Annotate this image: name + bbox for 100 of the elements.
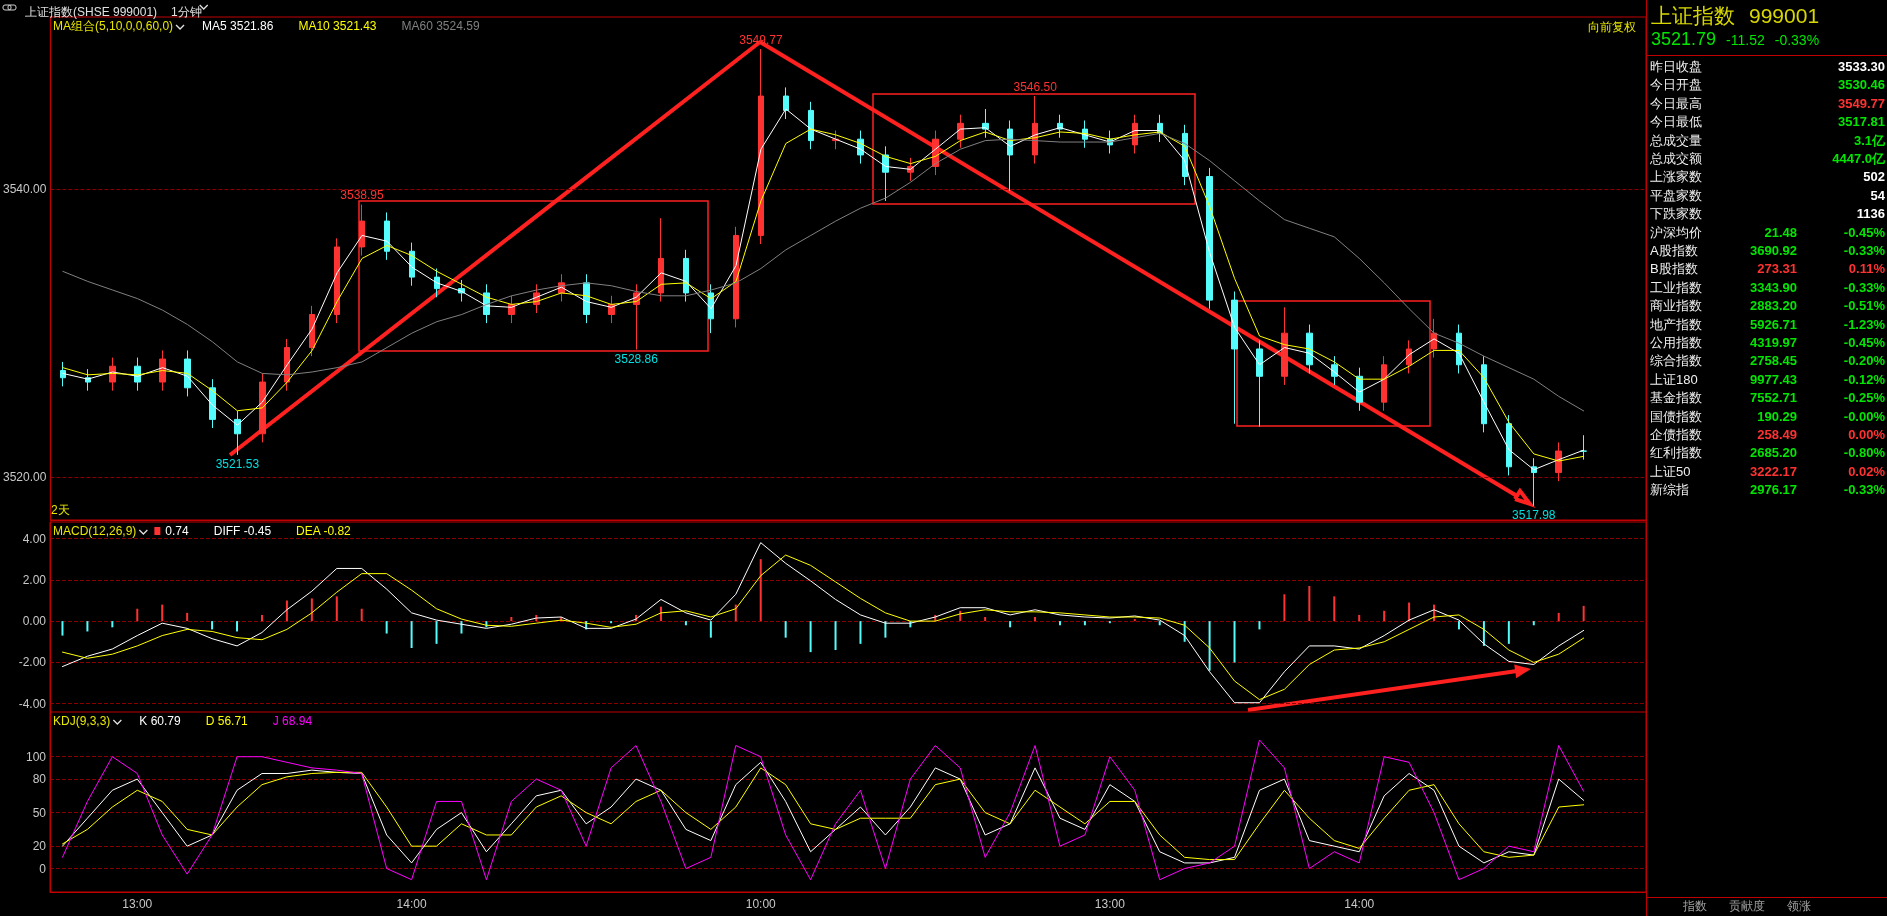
data-label: -0.45% [1843,335,1886,350]
data-label: -0.51% [1843,298,1886,314]
data-label: -1.23% [1843,316,1886,332]
data-label: 2685.20 [1750,445,1797,461]
data-label: -0.33% [1843,482,1886,498]
legend-title: MA组合(5,10,0,0,60,0) [53,19,174,33]
text: 指数 [1683,898,1707,915]
y-tick-label: 4.00 [22,531,47,546]
y-tick-label: 20 [32,839,47,854]
data-label: 190.29 [1757,408,1797,424]
data-label: 1136 [1856,206,1885,222]
category-label: 企债指数 [1650,427,1702,442]
category-label: 下跌家数 [1650,206,1702,222]
data-label: 258.49 [1757,427,1797,442]
category-label: 昨日收盘 [1650,59,1702,74]
category-label: 国债指数 [1650,408,1702,424]
text: -11.52 [1726,32,1765,48]
x-tick-label: 14:00 [1344,897,1375,911]
data-label: 2758.45 [1750,353,1797,369]
category-label: 工业指数 [1650,279,1702,295]
x-tick-label: 10:00 [745,897,777,911]
category-label: 今日最高 [1650,95,1702,111]
category-label: 红利指数 [1650,445,1702,461]
annotation: 3546.50 [1013,79,1058,94]
legend-title: MACD(12,26,9) [53,524,137,538]
y-tick-label: 0.00 [22,614,47,629]
data-label: 0.11% [1848,261,1886,277]
y-tick-label: 80 [32,772,47,787]
category-label: 公用指数 [1650,335,1702,350]
annotation: 2天 [51,503,70,517]
data-label: 3222.17 [1750,463,1797,479]
y-tick-label: 3520.00 [2,469,47,484]
data-label: 2883.20 [1750,298,1797,314]
text: 3521.79 [1651,29,1717,49]
y-tick-label: 50 [32,805,47,820]
data-label: -0.80% [1843,445,1886,461]
annotation: 3528.86 [614,352,659,367]
annotation: 3521.53 [215,457,260,472]
y-tick-label: 2.00 [22,572,47,587]
text: 999001 [1749,4,1820,27]
y-tick-label: -4.00 [18,696,47,711]
data-label: 4447.0亿 [1832,151,1886,166]
data-label: 502 [1863,169,1885,185]
category-label: 总成交额 [1649,151,1702,166]
text: 贡献度 [1729,898,1765,915]
data-label: -0.33% [1843,279,1886,295]
data-label: 3549.77 [1838,95,1885,111]
data-label: 3517.81 [1838,114,1885,130]
annotation: 3538.95 [340,188,385,203]
data-label: -0.12% [1843,371,1886,387]
category-label: A股指数 [1650,243,1698,258]
text: MA60 3524.59 [401,19,480,33]
data-label: -0.33% [1843,243,1886,258]
category-label: 平盘家数 [1650,187,1702,203]
text: 上证指数 [1651,4,1735,27]
category-label: 总成交量 [1649,132,1702,148]
category-label: 地产指数 [1649,316,1702,332]
data-label: 3.1亿 [1853,132,1886,148]
data-label: 0.02% [1848,463,1886,479]
category-label: 上证50 [1650,463,1691,479]
data-label: 3690.92 [1750,243,1797,258]
x-tick-label: 14:00 [396,897,427,911]
category-label: 今日最低 [1650,114,1702,130]
data-label: -0.00% [1843,408,1886,424]
text: J 68.94 [272,714,313,728]
y-tick-label: -2.00 [18,655,47,670]
data-label: 0.00% [1848,427,1886,442]
data-label: -0.20% [1843,353,1886,369]
category-label: 新综指 [1650,482,1689,498]
data-label: -0.45% [1843,224,1886,240]
category-label: 今日开盘 [1650,77,1702,93]
category-label: 上证180 [1650,371,1698,387]
chart-title: 上证指数(SHSE 999001) [25,5,158,19]
text: MA10 3521.43 [298,19,377,33]
category-label: 商业指数 [1650,298,1702,314]
text: DEA -0.82 [296,524,352,538]
x-tick-label: 13:00 [122,897,153,911]
data-label: 2976.17 [1750,482,1797,498]
data-label: 21.48 [1764,224,1797,240]
text: MA5 3521.86 [202,19,274,33]
text: -0.33% [1774,32,1820,48]
data-label: 9977.43 [1750,371,1797,387]
data-label: 3343.90 [1750,279,1797,295]
category-label: 基金指数 [1650,390,1702,406]
x-tick-label: 13:00 [1094,897,1126,911]
category-label: 综合指数 [1650,353,1702,369]
chart-subtitle: 1分钟 [171,5,202,19]
data-label: 7552.71 [1750,390,1797,406]
category-label: 上涨家数 [1650,169,1702,185]
legend-title: KDJ(9,3,3) [53,714,111,728]
annotation: 3517.98 [1512,508,1556,523]
data-label: 273.31 [1757,261,1797,277]
text: DIFF -0.45 [213,524,272,538]
data-label: 5926.71 [1750,316,1797,332]
data-label: 3533.30 [1838,59,1885,74]
text: K 60.79 [139,714,182,728]
category-label: B股指数 [1650,261,1698,277]
data-label: 54 [1870,187,1886,203]
data-label: 4319.97 [1750,335,1797,350]
annotation: 向前复权 [1588,20,1636,34]
